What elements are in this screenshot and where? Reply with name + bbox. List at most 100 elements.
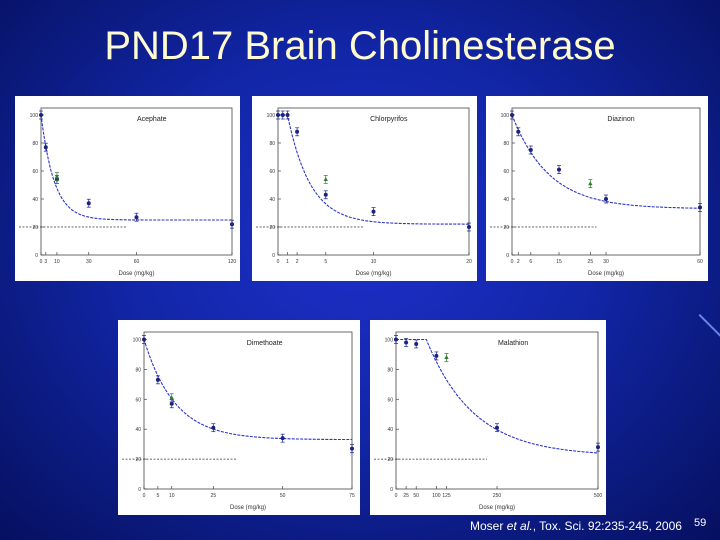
chart-title: Dimethoate — [247, 340, 283, 347]
data-point-highlight — [444, 355, 449, 360]
x-axis-label: Dose (mg/kg) — [118, 271, 154, 277]
data-point — [434, 353, 439, 358]
x-tick-label: 0 — [40, 259, 43, 265]
data-point — [230, 222, 234, 227]
x-tick-label: 500 — [594, 493, 603, 499]
y-tick-label: 60 — [135, 397, 141, 403]
x-axis-label: Dose (mg/kg) — [355, 271, 391, 277]
y-tick-label: 100 — [30, 113, 39, 119]
y-tick-label: 80 — [135, 367, 141, 373]
data-point — [394, 337, 398, 342]
y-tick-label: 40 — [387, 427, 393, 433]
x-tick-label: 0 — [277, 259, 280, 265]
data-point — [134, 215, 139, 220]
dimethoate-chart: 0 20 40 60 80 100 0 5 10 25 50 75 Dose (mg/kg) Dimeth… — [122, 331, 355, 511]
fit-curve — [396, 338, 599, 454]
y-tick-label: 0 — [506, 253, 509, 259]
data-point — [280, 113, 285, 117]
data-point — [350, 446, 354, 451]
decorative-line — [698, 314, 720, 337]
data-point — [698, 205, 702, 210]
y-tick-label: 20 — [387, 457, 393, 463]
x-tick-label: 100 — [432, 493, 441, 499]
y-tick-label: 100 — [267, 113, 276, 119]
data-point — [276, 113, 280, 117]
y-tick-label: 80 — [269, 141, 275, 147]
y-tick-label: 40 — [269, 197, 275, 203]
plot-frame — [511, 107, 701, 256]
x-tick-label: 5 — [324, 259, 327, 265]
x-tick-label: 25 — [211, 493, 217, 499]
acephate-chart: 0 20 40 60 80 100 0 3 10 30 60 120 Dose (mg/kg) Aceph… — [19, 107, 237, 277]
data-point — [169, 401, 174, 406]
data-point — [510, 113, 514, 117]
y-tick-label: 20 — [503, 225, 509, 231]
x-tick-label: 60 — [697, 259, 703, 265]
x-tick-label: 250 — [493, 493, 502, 499]
y-tick-label: 60 — [32, 169, 38, 175]
x-tick-label: 10 — [169, 493, 175, 499]
plot-frame — [40, 107, 233, 256]
x-tick-label: 120 — [228, 259, 237, 265]
y-tick-label: 100 — [385, 337, 394, 343]
data-point — [280, 436, 285, 441]
plot-frame — [143, 331, 353, 490]
y-tick-label: 0 — [35, 253, 38, 259]
chart-title: Diazinon — [607, 116, 634, 123]
x-tick-label: 25 — [588, 259, 594, 265]
chart-title: Chlorpyrifos — [370, 116, 408, 123]
y-tick-label: 100 — [133, 337, 142, 343]
y-tick-label: 0 — [138, 487, 141, 493]
page-number: 59 — [694, 517, 707, 529]
y-tick-label: 40 — [32, 197, 38, 203]
fit-curve — [143, 339, 352, 441]
x-tick-label: 60 — [134, 259, 140, 265]
x-axis-label: Dose (mg/kg) — [479, 505, 515, 511]
chart-title: Acephate — [137, 116, 167, 123]
y-tick-label: 80 — [387, 367, 393, 373]
y-tick-label: 80 — [32, 141, 38, 147]
data-point — [323, 192, 328, 197]
chart-title: Malathion — [498, 340, 528, 347]
y-tick-label: 80 — [503, 141, 509, 147]
data-point — [86, 201, 91, 206]
x-tick-label: 30 — [86, 259, 92, 265]
data-point — [528, 148, 533, 152]
x-tick-label: 2 — [517, 259, 520, 265]
x-tick-label: 3 — [44, 259, 47, 265]
citation-etal: et al. — [506, 519, 533, 533]
y-tick-label: 20 — [32, 225, 38, 231]
x-tick-label: 50 — [413, 493, 419, 499]
fit-curve — [511, 114, 700, 209]
citation: Moser et al., Tox. Sci. 92:235-245, 2006 — [470, 519, 682, 533]
x-tick-label: 10 — [54, 259, 60, 265]
data-point — [414, 341, 419, 346]
citation-source: , Tox. Sci. 92:235-245, 2006 — [532, 519, 682, 533]
fit-curve — [278, 114, 469, 225]
y-tick-label: 60 — [503, 169, 509, 175]
y-tick-label: 60 — [387, 397, 393, 403]
data-point-highlight — [588, 181, 593, 186]
data-point-highlight — [169, 395, 174, 400]
x-tick-label: 0 — [143, 493, 146, 499]
x-tick-label: 20 — [466, 259, 472, 265]
x-tick-label: 75 — [349, 493, 355, 499]
data-point — [604, 197, 608, 201]
x-tick-label: 50 — [280, 493, 286, 499]
x-tick-label: 125 — [442, 493, 451, 499]
x-tick-label: 2 — [296, 259, 299, 265]
x-tick-label: 30 — [603, 259, 609, 265]
x-tick-label: 5 — [156, 493, 159, 499]
y-tick-label: 20 — [269, 225, 275, 231]
data-point-highlight — [54, 174, 60, 179]
chart-panel-dimethoate: 0 20 40 60 80 100 0 5 10 25 50 75 Dose (mg/kg) Dimeth… — [118, 320, 360, 515]
x-tick-label: 0 — [395, 493, 398, 499]
x-tick-label: 1 — [286, 259, 289, 265]
data-point — [155, 377, 160, 382]
y-tick-label: 0 — [272, 253, 275, 259]
x-axis-label: Dose (mg/kg) — [230, 505, 266, 511]
data-point — [211, 425, 216, 430]
